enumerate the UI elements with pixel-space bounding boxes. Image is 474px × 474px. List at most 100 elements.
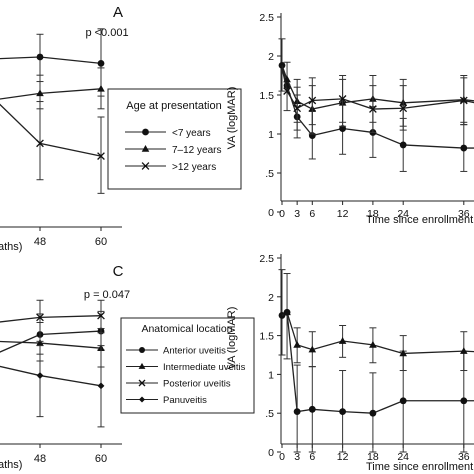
- panel-c-series-line-4: [0, 365, 102, 387]
- panel-c-legend-label: Panuveitis: [163, 395, 207, 406]
- panel-c-series-line-3: [0, 315, 102, 323]
- panel-b-point: [339, 125, 346, 132]
- panel-c-point: [36, 313, 44, 322]
- panel-a-legend-entries: <7 years 7–12 years >12 years: [125, 128, 221, 173]
- panel-d-series-line-2: [281, 311, 474, 355]
- panel-d-point: [283, 308, 291, 316]
- panel-a-legend-title: Age at presentation: [126, 100, 221, 112]
- panel-b-point: [308, 96, 317, 105]
- panel-b-y-tick-label: 1: [268, 129, 274, 141]
- panel-c-legend-marker: [138, 379, 146, 387]
- panel-c-legend-label: Anterior uveitis: [163, 346, 226, 357]
- panel-c-p-value: p = 0.047: [84, 289, 130, 301]
- panel-a-series-line-2: [0, 88, 102, 100]
- panel-b-x-tick-label: 36: [458, 208, 470, 220]
- panel-d-error-bar: [283, 273, 291, 360]
- panel-a-error-bar: [36, 101, 44, 181]
- panel-d-x-tick-label: 18: [367, 451, 379, 463]
- panel-c-letter: C: [113, 263, 124, 280]
- panel-b-x-tick-label: 12: [337, 208, 349, 220]
- panel-a-series-line-3: [0, 103, 102, 157]
- panel-d-x-tick-label: 24: [397, 451, 409, 463]
- panel-b-point: [399, 104, 408, 113]
- panel-d-y-tick-label: 2.5: [259, 253, 274, 265]
- panel-a-point: [36, 53, 44, 61]
- panel-b-point: [399, 141, 407, 149]
- panel-a-legend-box: [107, 88, 242, 190]
- panel-d-y-tick-label: 1.5: [259, 331, 274, 343]
- panel-b-point: [460, 144, 468, 152]
- panel-d-series: [278, 269, 474, 453]
- panel-a: A p <0.001 aths) Age at presentation <7 …: [0, 4, 242, 253]
- panel-d-x-tick-label: 6: [309, 451, 315, 463]
- panel-d-y-tick-label: 1: [268, 369, 274, 381]
- panel-c-legend-entries: Anterior uveitis Intermediate uveitis Post…: [126, 346, 246, 406]
- panel-a-point: [97, 152, 105, 160]
- panel-d-point: [339, 408, 346, 416]
- panel-d-point: [369, 409, 377, 417]
- panel-b-x-tick-label: 24: [397, 208, 409, 220]
- panel-c-legend-marker: [138, 362, 146, 369]
- panel-d-point: [399, 397, 407, 405]
- panel-a-legend-label: 7–12 years: [172, 145, 221, 156]
- panel-b-point: [283, 87, 291, 95]
- panel-d-x-tick-label: 12: [337, 451, 349, 463]
- panel-b-y-label: VA (logMAR): [226, 87, 238, 150]
- panel-b-y-tick-label: 2: [268, 51, 274, 63]
- panel-a-point: [97, 84, 105, 92]
- panel-c-legend-marker: [139, 396, 145, 403]
- panel-b: VA (logMAR) Time since enrollment (m 0 .5…: [226, 12, 474, 226]
- panel-a-point: [36, 139, 44, 148]
- panel-b-x-tick-label: 0: [279, 208, 285, 220]
- panel-b-point: [369, 105, 377, 113]
- panel-d-y-label: VA (logMAR): [226, 307, 238, 370]
- panel-d-point: [460, 397, 468, 405]
- panel-b-point: [293, 104, 302, 113]
- panel-b-point: [459, 96, 468, 105]
- panel-a-legend-marker: [142, 128, 149, 136]
- panel-c-x-label: aths): [0, 459, 22, 471]
- panel-c-point: [36, 339, 44, 346]
- panel-c-point: [97, 311, 105, 320]
- panel-b-y-tick-label: .5: [265, 168, 274, 180]
- panel-d-point: [369, 340, 377, 348]
- panel-d-x-label: Time since enrollment (m: [366, 461, 474, 473]
- panel-c: C p = 0.047 aths) Anatomical location An…: [0, 263, 255, 471]
- panel-d-y-tick-label: .5: [265, 408, 274, 420]
- panel-d-point: [399, 349, 407, 357]
- panel-b-y-tick-label: 0: [268, 207, 274, 219]
- panel-c-point: [36, 372, 44, 379]
- panel-d-x-tick-label: 3: [294, 451, 300, 463]
- panel-c-legend-label: Intermediate uveitis: [163, 362, 246, 373]
- panel-c-legend-label: Posterior uveitis: [163, 379, 231, 390]
- panel-a-legend: Age at presentation <7 years 7–12 years >1…: [107, 88, 242, 190]
- panel-d-y-tick-label: 0: [268, 447, 274, 459]
- panel-a-legend-marker: [141, 162, 150, 170]
- panel-b-y-tick-label: 1.5: [259, 90, 274, 102]
- panel-a-point: [36, 89, 44, 97]
- panel-a-x-tick-label: 48: [34, 236, 46, 248]
- panel-a-letter: A: [113, 4, 123, 21]
- panel-c-legend-marker: [139, 347, 145, 353]
- panel-a-p-value: p <0.001: [85, 27, 128, 39]
- panel-d-series-line-1: [281, 311, 474, 414]
- panel-d-point: [293, 340, 301, 348]
- panel-c-series: [0, 299, 105, 428]
- panel-a-legend-marker: [141, 145, 150, 152]
- panel-a-point: [97, 59, 105, 67]
- panel-b-x-label: Time since enrollment (m: [366, 214, 474, 226]
- panel-d-point: [308, 345, 317, 353]
- panel-c-point: [97, 382, 105, 390]
- panel-d-point: [308, 405, 316, 413]
- panel-d-y-tick-label: 2: [268, 292, 274, 304]
- panel-c-x-tick-label: 60: [95, 453, 107, 465]
- panel-d-point: [338, 337, 347, 344]
- panel-b-point: [338, 95, 347, 103]
- panel-c-legend: Anatomical location Anterior uveitis Inte…: [120, 317, 255, 414]
- panel-c-x-tick-label: 48: [34, 453, 46, 465]
- panel-d-point: [293, 408, 301, 416]
- panel-b-axes: 0.511.522.50 3 6 12 18 24 36: [259, 12, 474, 220]
- panel-d: VA (logMAR) Time since enrollment (m 0 .5…: [226, 253, 474, 473]
- panel-c-error-bar: [36, 345, 44, 418]
